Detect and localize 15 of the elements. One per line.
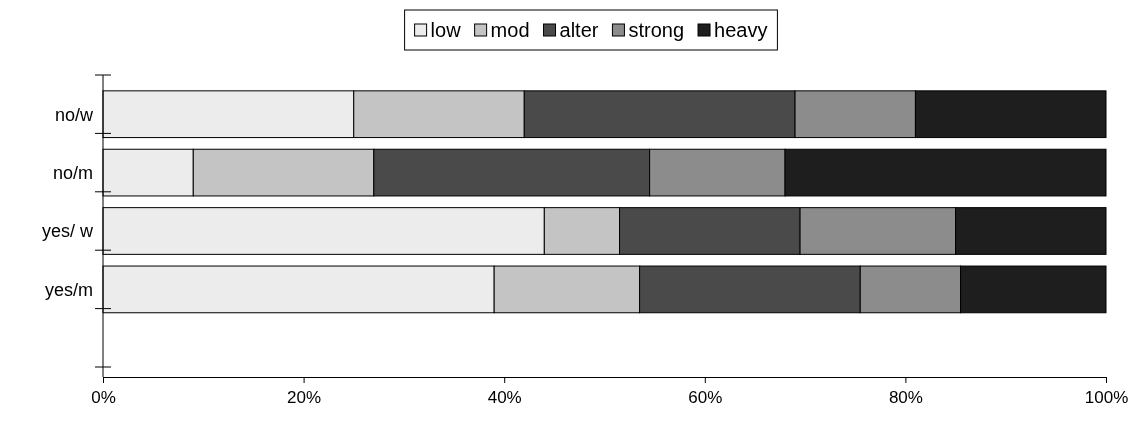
- legend-label: heavy: [714, 19, 768, 41]
- legend-label: mod: [490, 19, 530, 41]
- x-tick-label: 20%: [287, 388, 322, 407]
- legend-label: strong: [628, 19, 685, 41]
- x-tick-label: 80%: [888, 388, 923, 407]
- y-tick-label: no/m: [52, 162, 93, 183]
- x-tick-label: 0%: [91, 388, 116, 407]
- legend-label: alter: [559, 19, 599, 41]
- y-tick-label: yes/ w: [41, 221, 94, 242]
- y-tick-label: no/w: [54, 104, 94, 125]
- x-tick-label: 60%: [688, 388, 723, 407]
- y-tick-label: yes/m: [44, 279, 93, 300]
- legend-label: low: [430, 19, 462, 41]
- x-tick-label: 100%: [1084, 388, 1129, 407]
- x-tick-label: 40%: [487, 388, 522, 407]
